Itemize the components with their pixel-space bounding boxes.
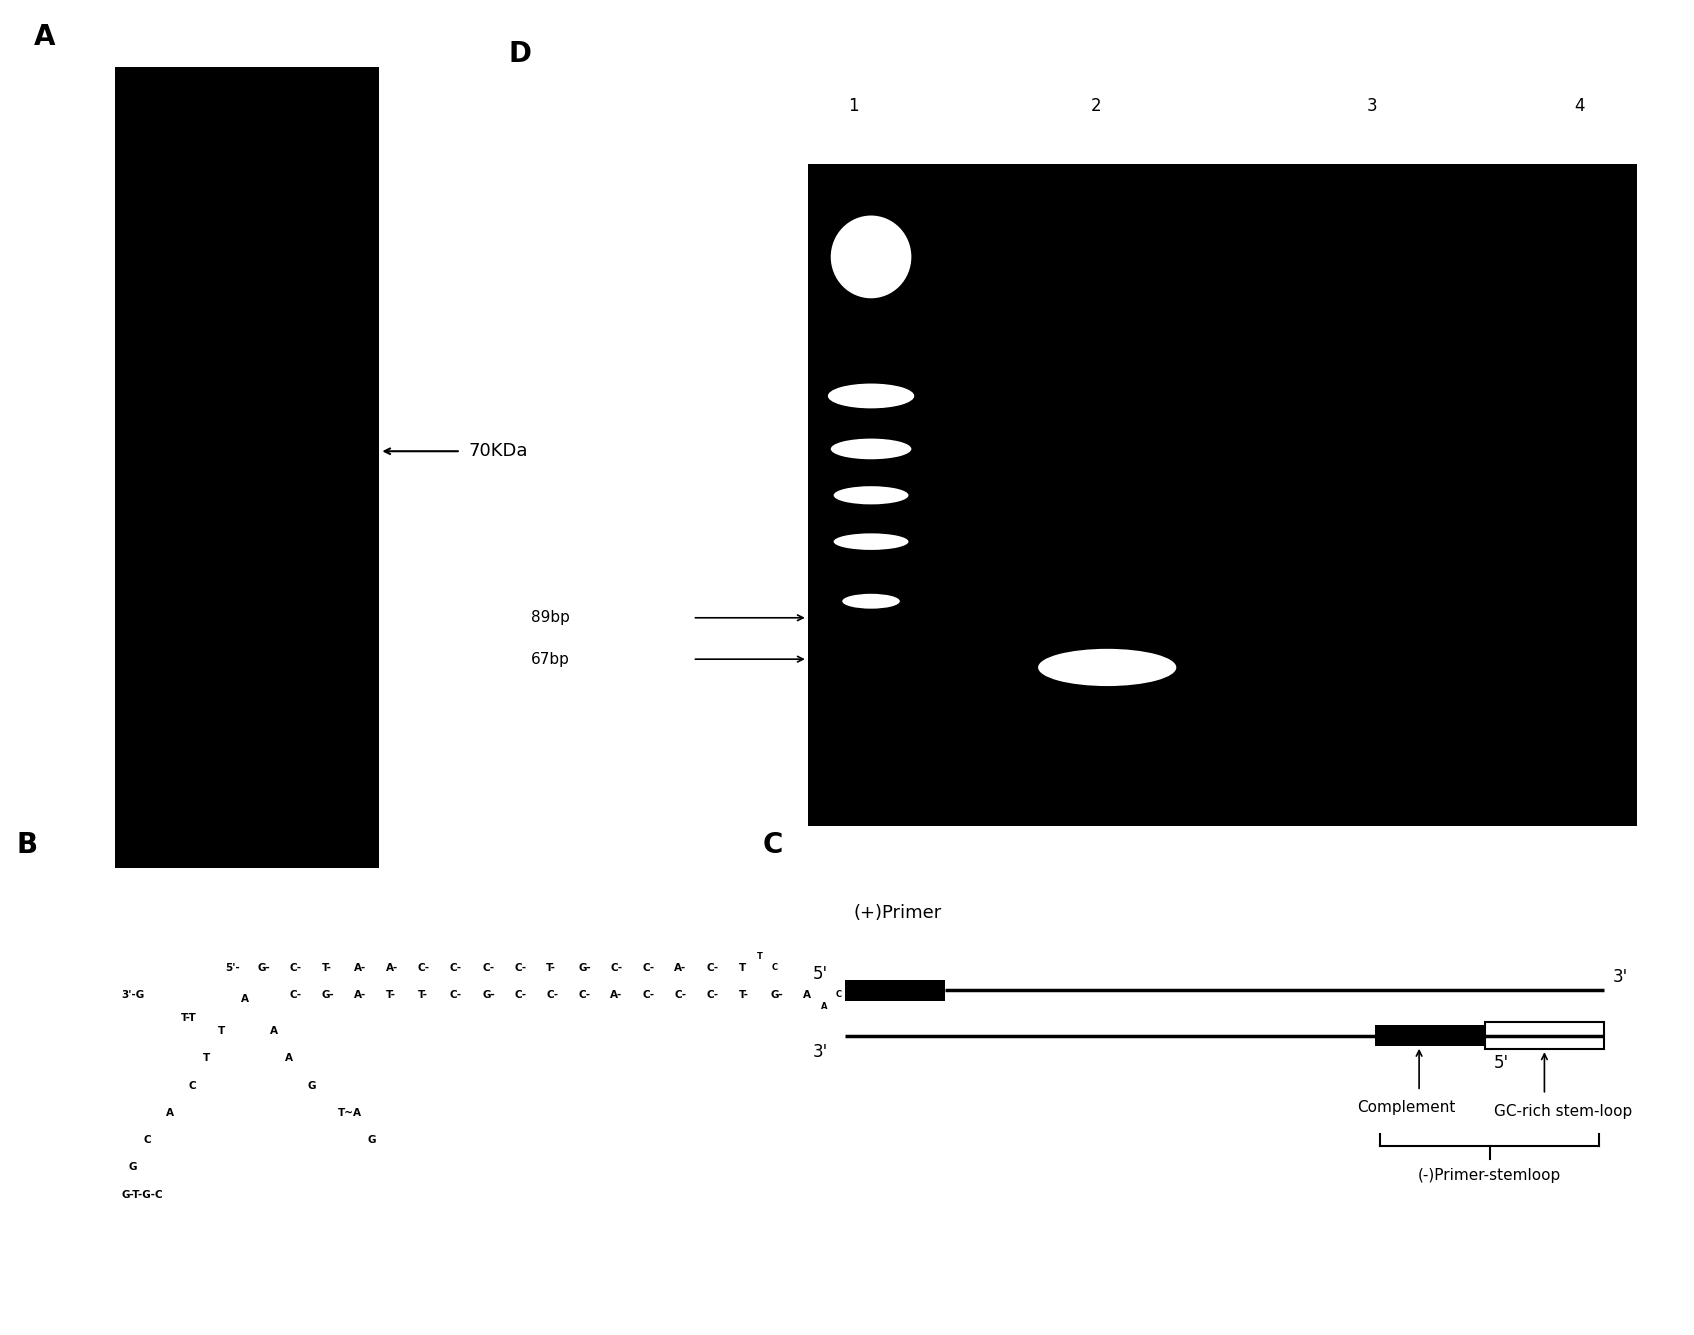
Ellipse shape	[842, 594, 900, 609]
Text: C-: C-	[706, 963, 718, 973]
Text: GC-rich stem-loop: GC-rich stem-loop	[1494, 1104, 1633, 1119]
Text: 1: 1	[849, 96, 859, 115]
Text: G-: G-	[578, 963, 591, 973]
Text: C-: C-	[418, 963, 430, 973]
Text: C-: C-	[513, 963, 527, 973]
Text: C-: C-	[451, 963, 462, 973]
Text: T-T: T-T	[181, 1012, 197, 1023]
Text: D: D	[508, 40, 532, 68]
Ellipse shape	[833, 486, 908, 505]
Text: 4: 4	[1574, 96, 1584, 115]
Bar	[1376, 1025, 1486, 1045]
Text: C-: C-	[290, 989, 302, 1000]
Bar	[808, 164, 1636, 826]
Text: 3': 3'	[813, 1043, 828, 1060]
Text: 3': 3'	[1613, 968, 1628, 985]
Text: C-: C-	[642, 989, 654, 1000]
Text: A-: A-	[354, 989, 366, 1000]
Text: G: G	[308, 1080, 317, 1091]
Text: C-: C-	[674, 989, 686, 1000]
Text: Complement: Complement	[1357, 1100, 1455, 1115]
Text: C: C	[762, 830, 783, 858]
Text: A: A	[803, 989, 810, 1000]
Text: 5': 5'	[1494, 1053, 1509, 1072]
Text: C-: C-	[642, 963, 654, 973]
Text: 5': 5'	[813, 965, 828, 984]
Text: T-: T-	[739, 989, 749, 1000]
Text: G-: G-	[322, 989, 334, 1000]
Text: T: T	[757, 952, 762, 961]
Text: C: C	[837, 991, 842, 1000]
Text: C-: C-	[545, 989, 559, 1000]
Text: T: T	[219, 1027, 225, 1036]
Text: C: C	[772, 963, 778, 972]
Text: A-: A-	[674, 963, 686, 973]
Text: G-: G-	[257, 963, 271, 973]
Text: G-T-G-C: G-T-G-C	[122, 1189, 163, 1200]
Text: C-: C-	[483, 963, 495, 973]
Ellipse shape	[828, 383, 915, 409]
Text: G-: G-	[771, 989, 783, 1000]
Ellipse shape	[833, 534, 908, 550]
Text: 67bp: 67bp	[532, 651, 571, 666]
Text: A-: A-	[386, 963, 398, 973]
Text: 3: 3	[1367, 96, 1377, 115]
Text: C-: C-	[578, 989, 590, 1000]
Text: 5'-: 5'-	[225, 963, 241, 973]
Ellipse shape	[1038, 649, 1176, 686]
Bar	[115, 67, 379, 868]
Text: 3'-G: 3'-G	[122, 989, 144, 1000]
Text: C-: C-	[610, 963, 622, 973]
Text: G: G	[368, 1135, 376, 1145]
Text: C-: C-	[706, 989, 718, 1000]
Text: A: A	[241, 995, 249, 1004]
Text: 2: 2	[1091, 96, 1101, 115]
Text: T-: T-	[545, 963, 556, 973]
Text: B: B	[17, 830, 37, 858]
Text: C-: C-	[451, 989, 462, 1000]
Text: T-: T-	[418, 989, 429, 1000]
Text: C-: C-	[513, 989, 527, 1000]
Bar	[1486, 1023, 1604, 1049]
Text: T~A: T~A	[337, 1108, 361, 1117]
Text: C-: C-	[290, 963, 302, 973]
Text: A: A	[34, 23, 56, 51]
Text: C: C	[188, 1080, 197, 1091]
Ellipse shape	[830, 215, 911, 298]
Text: G-: G-	[483, 989, 495, 1000]
Text: A-: A-	[354, 963, 366, 973]
Text: T: T	[739, 963, 745, 973]
Bar	[845, 980, 945, 1000]
Text: A: A	[166, 1108, 174, 1117]
Text: (+)Primer: (+)Primer	[854, 904, 942, 922]
Text: C: C	[144, 1135, 151, 1145]
Ellipse shape	[830, 439, 911, 459]
Text: T: T	[203, 1053, 210, 1064]
Text: A: A	[285, 1053, 293, 1064]
Text: G: G	[129, 1163, 137, 1172]
Text: T-: T-	[386, 989, 396, 1000]
Text: A: A	[822, 1001, 828, 1011]
Text: 70KDa: 70KDa	[469, 442, 529, 461]
Text: A-: A-	[610, 989, 622, 1000]
Text: A: A	[271, 1027, 278, 1036]
Text: T-: T-	[322, 963, 332, 973]
Text: (-)Primer-stemloop: (-)Primer-stemloop	[1418, 1168, 1562, 1183]
Text: 89bp: 89bp	[532, 610, 571, 625]
